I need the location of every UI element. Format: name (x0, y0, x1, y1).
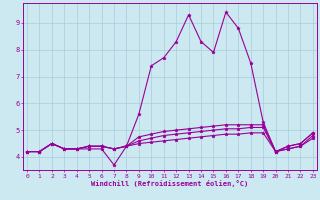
X-axis label: Windchill (Refroidissement éolien,°C): Windchill (Refroidissement éolien,°C) (91, 180, 249, 187)
